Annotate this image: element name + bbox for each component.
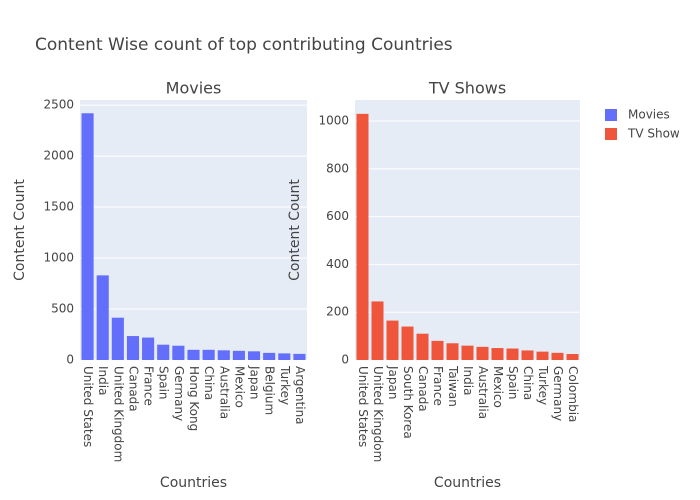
y-tick-label: 0 [66, 353, 74, 367]
bar [371, 301, 384, 360]
x-tick-label: Argentina [293, 366, 307, 425]
y-tick-label: 1500 [43, 200, 74, 214]
bar [142, 337, 155, 360]
bar [401, 326, 414, 360]
bar [386, 320, 399, 360]
bar [217, 350, 230, 360]
x-tick-label: China [521, 366, 535, 400]
x-tick-label: China [202, 366, 216, 400]
x-tick-label: Hong Kong [187, 366, 201, 431]
bar [263, 352, 276, 360]
subplot-title: TV Shows [428, 79, 506, 98]
y-tick-label: 800 [326, 161, 349, 175]
y-tick-label: 600 [326, 209, 349, 223]
bar [247, 351, 261, 360]
y-tick-label: 200 [326, 305, 349, 319]
y-tick-label: 1000 [318, 114, 349, 128]
bar [96, 275, 109, 360]
legend-label: TV Show [627, 127, 680, 141]
x-tick-label: Turkey [278, 365, 292, 405]
bar [293, 353, 306, 360]
bar [461, 345, 474, 360]
x-tick-label: Turkey [536, 365, 550, 405]
x-tick-label: United States [356, 366, 370, 447]
x-tick-label: United Kingdom [371, 366, 385, 462]
x-tick-label: South Korea [401, 366, 415, 439]
bar [506, 348, 519, 360]
bar [81, 113, 94, 360]
y-tick-label: 400 [326, 257, 349, 271]
x-tick-label: Spain [157, 366, 171, 400]
bar [521, 350, 534, 360]
x-tick-label: Japan [248, 365, 262, 399]
x-tick-label: Australia [217, 366, 231, 419]
y-tick-label: 2000 [43, 149, 74, 163]
y-tick-label: 1000 [43, 251, 74, 265]
y-tick-label: 2500 [43, 98, 74, 112]
chart-title: Content Wise count of top contributing C… [35, 35, 453, 55]
y-axis-title: Content Count [287, 179, 303, 281]
x-tick-label: United States [81, 366, 95, 447]
x-tick-label: Germany [172, 366, 186, 421]
legend-marker [605, 128, 617, 140]
x-tick-label: Mexico [491, 366, 505, 408]
legend-label: Movies [628, 108, 670, 122]
bar [551, 352, 564, 360]
bar [356, 113, 369, 360]
x-tick-label: Australia [476, 366, 490, 419]
legend-marker [605, 109, 617, 121]
x-tick-label: Germany [551, 366, 565, 421]
x-tick-label: India [461, 366, 475, 395]
bar [172, 345, 185, 360]
bar [111, 317, 124, 360]
x-tick-label: Belgium [263, 366, 277, 415]
x-axis-title: Countries [434, 475, 501, 491]
legend: Movies TV Show [605, 108, 680, 141]
x-tick-label: France [142, 366, 156, 406]
bar [431, 340, 444, 360]
plot-area [355, 100, 580, 360]
bar [187, 349, 200, 360]
bar [232, 350, 245, 360]
y-tick-label: 0 [341, 353, 349, 367]
bar [446, 343, 459, 360]
bar [536, 351, 549, 360]
y-tick-label: 500 [51, 302, 74, 316]
bar [202, 349, 215, 360]
x-axis-title: Countries [160, 475, 227, 491]
x-tick-label: Canada [416, 366, 430, 412]
x-tick-label: Mexico [232, 366, 246, 408]
bar [476, 346, 489, 360]
x-tick-label: Canada [126, 366, 140, 412]
bar [126, 336, 140, 360]
y-axis-title: Content Count [12, 179, 28, 281]
x-tick-label: Japan [386, 365, 400, 399]
bar [416, 333, 429, 360]
x-tick-label: France [431, 366, 445, 406]
x-tick-label: Taiwan [446, 365, 460, 407]
plot-area [80, 100, 307, 360]
bar [491, 348, 504, 360]
bar [157, 344, 170, 360]
x-tick-label: India [96, 366, 110, 395]
x-tick-label: Colombia [566, 366, 580, 422]
x-tick-label: Spain [506, 366, 520, 400]
subplot-title: Movies [166, 79, 222, 98]
x-tick-label: United Kingdom [111, 366, 125, 462]
bar [278, 353, 291, 360]
bar [566, 354, 579, 360]
